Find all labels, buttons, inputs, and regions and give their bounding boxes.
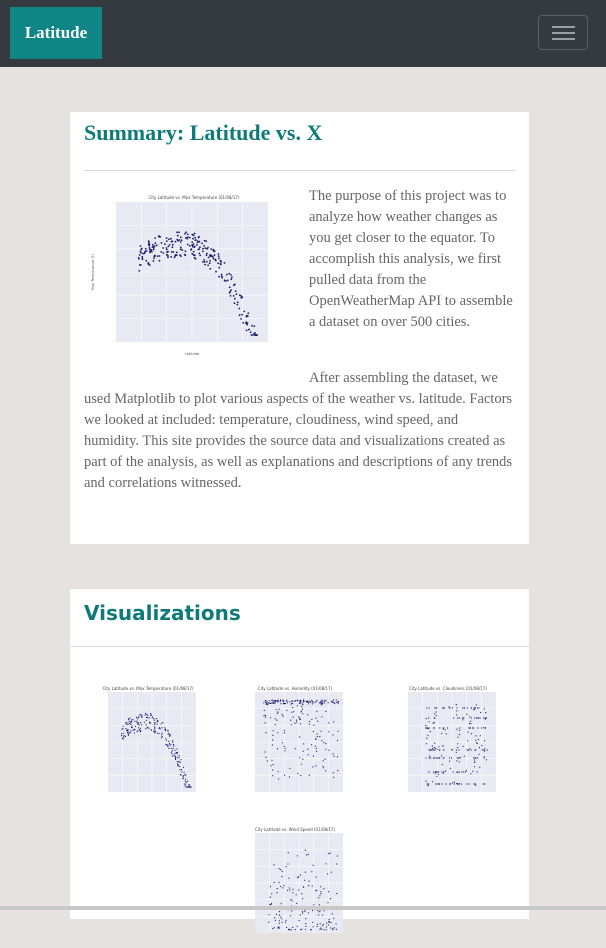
thumb-max-temperature[interactable]: City Latitude vs. Max Temperature (01/08… [90,684,200,807]
thumb-plot: City Latitude vs. Humidity (01/08/17) [255,686,343,792]
thumb-plot: City Latitude vs. Wind Speed (01/08/17) [255,827,343,933]
divider [70,646,529,647]
hamburger-line [552,38,575,40]
thumb-plot: City Latitude vs. Cloudiness (01/08/17) [408,686,496,792]
thumb-title: City Latitude vs. Cloudiness (01/08/17) [409,686,487,691]
thumb-wind-speed[interactable]: City Latitude vs. Wind Speed (01/08/17) [237,825,347,948]
figure-ylabel: Max Temperature (F) [91,253,95,290]
para1-text: The purpose of this project was to analy… [309,188,513,330]
divider [84,170,515,171]
brand-link[interactable]: Latitude [10,7,102,59]
figure-xlabel: Latitude [185,352,199,356]
hamburger-menu-button[interactable] [538,15,588,50]
thumb-title: City Latitude vs. Wind Speed (01/08/17) [255,827,336,832]
max-temp-plot: City Latitude vs. Max Temperature (01/08… [91,195,268,356]
visualizations-card: Visualizations City Latitude vs. Max Tem… [70,589,529,933]
hamburger-line [552,32,575,34]
visualizations-title: Visualizations [84,601,241,625]
navbar: Latitude [0,0,606,67]
thumb-title: City Latitude vs. Humidity (01/08/17) [258,686,333,691]
thumb-cloudiness[interactable]: City Latitude vs. Cloudiness (01/08/17) [390,684,500,807]
summary-paragraph-1: The purpose of this project was to analy… [84,186,516,333]
summary-title: Summary: Latitude vs. X [84,120,323,145]
hamburger-menu-icon [552,26,575,28]
horizontal-scrollbar[interactable] [0,906,606,910]
figure-title: City Latitude vs. Max Temperature (01/08… [148,195,240,200]
summary-figure[interactable]: City Latitude vs. Max Temperature (01/08… [84,187,284,359]
summary-paragraph-2: After assembling the dataset, we used Ma… [84,368,516,494]
thumb-plot: City Latitude vs. Max Temperature (01/08… [102,686,196,792]
para2-text: After assembling the dataset, we used Ma… [84,370,513,491]
thumb-title: City Latitude vs. Max Temperature (01/08… [102,686,194,691]
summary-card: Summary: Latitude vs. X City Latitude vs… [70,112,529,544]
thumb-humidity[interactable]: City Latitude vs. Humidity (01/08/17) [237,684,347,807]
